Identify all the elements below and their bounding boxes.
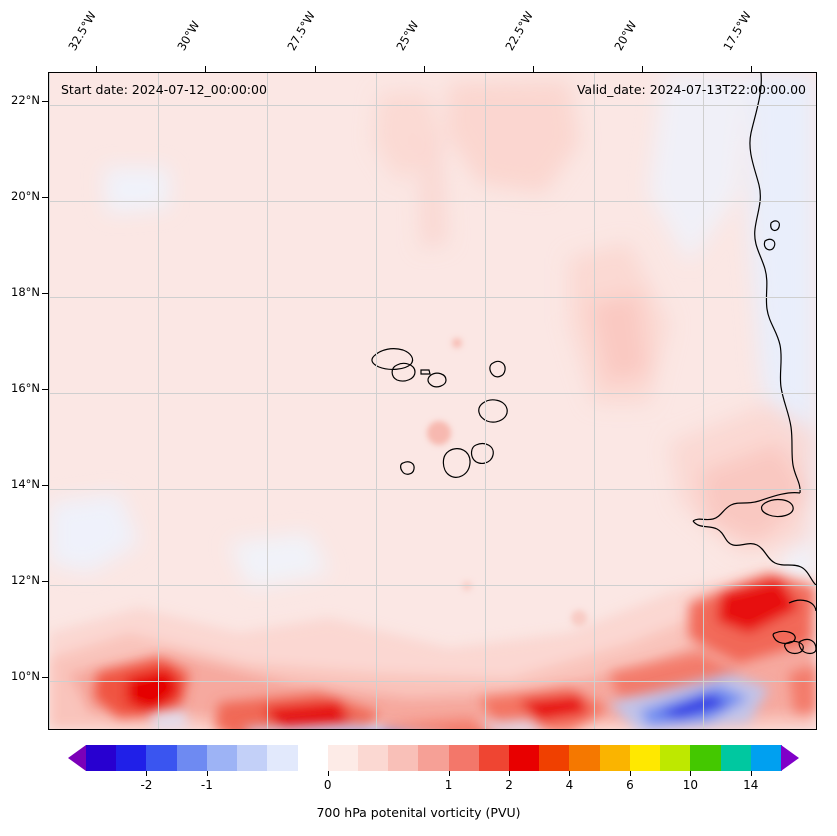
y-axis-tick-mark: [42, 100, 48, 102]
colorbar-tick-mark: [690, 771, 692, 776]
grid-line-horizontal: [49, 585, 816, 586]
grid-line-horizontal: [49, 105, 816, 106]
grid-line-horizontal: [49, 489, 816, 490]
x-axis-tick-mark: [423, 66, 425, 72]
colorbar-tick-mark: [327, 771, 329, 776]
x-axis-tick-label: 25°W: [393, 18, 422, 53]
y-axis-tick-label: 16°N: [11, 380, 40, 395]
colorbar: -2 -1 0 1 2 4 6 10 14: [68, 745, 799, 792]
colorbar-tick-mark: [750, 771, 752, 776]
colorbar-tick-label: 10: [682, 778, 698, 792]
x-axis-tick-label: 30°W: [174, 18, 203, 53]
colorbar-tick-label: -1: [200, 778, 213, 792]
grid-line-vertical: [594, 73, 595, 729]
y-axis-tick-label: 20°N: [11, 188, 40, 203]
x-axis-tick-mark: [205, 66, 207, 72]
colorbar-cell: [690, 745, 722, 771]
colorbar-tick-mark: [448, 771, 450, 776]
colorbar-cell: [237, 745, 268, 771]
grid-line-vertical: [158, 73, 159, 729]
colorbar-title: 700 hPa potenital vorticity (PVU): [316, 805, 521, 820]
y-axis-tick-mark: [42, 581, 48, 583]
colorbar-cell: [116, 745, 148, 771]
colorbar-cell: [629, 745, 661, 771]
colorbar-tick-label: 14: [743, 778, 759, 792]
start-date-annotation: Start date: 2024-07-12_00:00:00: [61, 82, 267, 97]
grid-line-horizontal: [49, 297, 816, 298]
colorbar-tick-label: 6: [626, 778, 634, 792]
x-axis-tick-mark: [642, 66, 644, 72]
grid-line-vertical: [376, 73, 377, 729]
colorbar-cell: [267, 745, 299, 771]
y-axis-tick-mark: [42, 677, 48, 679]
x-axis-tick-label: 32.5°W: [65, 8, 99, 54]
y-axis-tick-mark: [42, 196, 48, 198]
colorbar-cell: [660, 745, 691, 771]
x-axis-tick-mark: [96, 66, 98, 72]
valid-date-annotation: Valid_date: 2024-07-13T22:00:00.00: [576, 82, 806, 97]
y-axis-tick-mark: [42, 485, 48, 487]
colorbar-cell: [86, 745, 117, 771]
colorbar-tick-label: 4: [565, 778, 574, 792]
colorbar-extend-max: [781, 745, 799, 771]
x-axis-tick-label: 22.5°W: [502, 8, 536, 54]
colorbar-cell: [599, 745, 631, 771]
grid-line-horizontal: [49, 393, 816, 394]
colorbar-tick-label: 2: [505, 778, 513, 792]
map-plot-area: Start date: 2024-07-12_00:00:00 Valid_da…: [48, 72, 817, 730]
colorbar-cell: [297, 745, 329, 771]
grid-line-horizontal: [49, 201, 816, 202]
pv-field: [49, 73, 816, 729]
grid-line-vertical: [485, 73, 486, 729]
y-axis-tick-mark: [42, 388, 48, 390]
colorbar-cell: [206, 745, 238, 771]
y-axis-tick-mark: [42, 292, 48, 294]
colorbar-tick-label: 0: [323, 778, 332, 792]
colorbar-cell: [539, 745, 571, 771]
x-axis-tick-mark: [314, 66, 316, 72]
colorbar-extend-min: [68, 745, 86, 771]
colorbar-cell: [720, 745, 752, 771]
y-axis-tick-label: 14°N: [11, 477, 40, 492]
colorbar-tick-mark: [206, 771, 208, 776]
colorbar-cell: [569, 745, 601, 771]
grid-line-vertical: [703, 73, 704, 729]
y-axis-tick-label: 18°N: [11, 284, 40, 299]
colorbar-cell: [357, 745, 389, 771]
colorbar-tick-label: -2: [140, 778, 153, 792]
y-axis-tick-label: 12°N: [11, 573, 40, 588]
x-axis-tick-label: 27.5°W: [283, 8, 318, 54]
x-axis-tick-mark: [532, 66, 534, 72]
colorbar-cell: [418, 745, 450, 771]
colorbar-tick-mark: [629, 771, 631, 776]
y-axis-tick-label: 10°N: [11, 669, 40, 684]
colorbar-cell: [750, 745, 782, 771]
colorbar-cell: [327, 745, 359, 771]
x-axis-tick-label: 20°W: [611, 18, 640, 53]
colorbar-cell: [146, 745, 178, 771]
colorbar-cell: [388, 745, 419, 771]
grid-line-vertical: [49, 73, 50, 729]
colorbar-tick-mark: [569, 771, 571, 776]
colorbar-tick-label: 1: [444, 778, 453, 792]
colorbar-cell: [478, 745, 510, 771]
map-canvas: [49, 73, 816, 729]
x-axis-tick-mark: [751, 66, 753, 72]
y-axis-tick-label: 22°N: [11, 92, 40, 107]
coastline: [371, 73, 816, 655]
colorbar-cell: [176, 745, 208, 771]
x-axis-tick-label: 17.5°W: [720, 8, 755, 54]
colorbar-tick-mark: [509, 771, 511, 776]
colorbar-cell: [509, 745, 540, 771]
colorbar-tick-mark: [146, 771, 148, 776]
grid-line-vertical: [267, 73, 268, 729]
grid-line-horizontal: [49, 681, 816, 682]
colorbar-cell: [448, 745, 480, 771]
